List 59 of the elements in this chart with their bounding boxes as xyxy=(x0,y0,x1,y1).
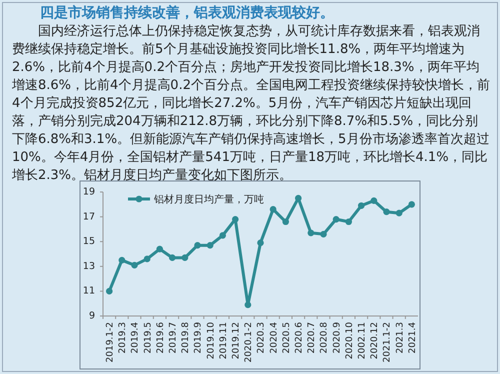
x-tick-label: 2020.1-2 xyxy=(244,322,254,362)
x-tick-label: 2020.3 xyxy=(256,322,267,354)
point xyxy=(295,194,302,202)
x-tick-label: 2020.10 xyxy=(344,322,355,360)
point xyxy=(370,197,378,204)
point xyxy=(270,206,276,213)
point xyxy=(106,288,113,294)
x-tick-label: 2019.4 xyxy=(130,322,141,354)
point xyxy=(282,218,289,226)
x-tick-label: 2019.11 xyxy=(218,322,229,360)
point xyxy=(244,302,252,308)
x-tick-label: 2019.5 xyxy=(143,322,154,354)
point xyxy=(219,232,226,239)
y-tick-label: 19 xyxy=(82,186,95,198)
text: 国内经济运行总体上仍保持稳定恢复态势，从可统计库存数据来看，铝表观消费继续保持稳定增长。前5个月基础设施投资同比增长11.8%，两年平均增速为2.6%，比前4个月提高0.2个百分点；房地产开发投资同比增长18.3%，两年平均增速8.6%，比前4个月提高0.2个百分点。全国电网工程投资继续保持较快增长，前4个月完成投资852亿元，同比增长27.2%。5月份，汽车产销因芯片短缺出现回落，产销分别完成204万辆和212.8万辆，环比分别下降8.7%和5.5%，同比分别下降6.8%和3.1%。但新能源汽车产销仍保持高速增长，5月份市场渗透率首次超过10%。今年4月份，全国铝材产量541万吨，日产量18万吨，环比增长4.1%，同比增长2.3%。铝材月度日均产量变化如下图所示。 xyxy=(12,24,490,183)
x-tick-label: 2021.3 xyxy=(395,322,406,354)
x-tick-label: 2002.11 xyxy=(358,322,368,360)
point xyxy=(131,262,138,268)
x-tick-label: 2021.4 xyxy=(408,322,418,354)
x-tick-label: 2020.4 xyxy=(269,322,280,354)
point xyxy=(345,218,352,226)
x-tick-label: 2019.8 xyxy=(181,322,192,354)
x-tick-label: 2019.9 xyxy=(194,322,204,354)
x-tick-label: 2019.3 xyxy=(118,322,128,354)
point xyxy=(169,254,176,262)
point xyxy=(332,216,340,223)
x-tick-label: 2021.1-2 xyxy=(382,322,393,362)
x-tick-label: 2019.12 xyxy=(232,322,242,360)
x-tick-label: 2019.1-2 xyxy=(106,322,116,362)
x-tick-label: 2020.7 xyxy=(307,322,318,354)
point xyxy=(257,240,264,246)
point xyxy=(194,242,201,249)
y-tick-label: 15 xyxy=(82,236,95,248)
y-tick-label: 13 xyxy=(82,260,95,272)
x-tick-label: 2019.6 xyxy=(156,322,166,354)
legend-label: 铝材月度日均产量，万吨 xyxy=(153,194,264,206)
x-tick-label: 2020.9 xyxy=(332,322,342,354)
point xyxy=(182,254,188,262)
point xyxy=(358,202,365,209)
chart-title: 四是市场销售持续改善，铝表观消费表现较好。 xyxy=(39,4,335,23)
point xyxy=(408,201,415,208)
point xyxy=(232,216,239,223)
point xyxy=(144,256,150,262)
y-tick-label: 9 xyxy=(88,310,95,322)
x-tick-label: 2020.6 xyxy=(294,322,304,354)
point xyxy=(383,208,390,216)
point xyxy=(206,242,214,249)
x-tick-label: 2019.7 xyxy=(168,322,178,354)
x-tick-label: 2020.12 xyxy=(370,322,380,360)
y-tick-label: 11 xyxy=(82,286,95,297)
point xyxy=(118,256,126,264)
x-tick-label: 2020.5 xyxy=(282,322,292,354)
x-tick-label: 2020.8 xyxy=(320,322,330,354)
y-tick-label: 17 xyxy=(82,211,95,222)
point xyxy=(156,246,163,252)
x-tick-label: 2019.10 xyxy=(206,322,216,360)
point xyxy=(320,230,327,238)
point xyxy=(308,230,314,236)
point xyxy=(396,210,402,216)
